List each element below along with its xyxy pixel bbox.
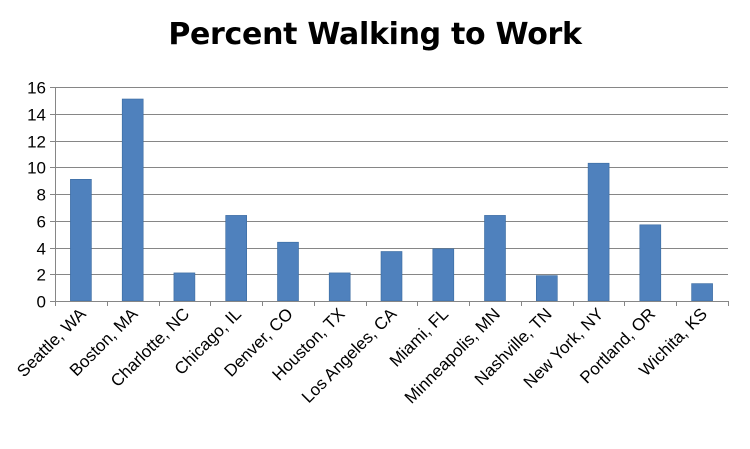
bar [587, 162, 610, 302]
bar [121, 98, 144, 302]
y-tick-label: 16 [27, 79, 46, 98]
x-tick-label: Minneapolis, MN [401, 304, 504, 407]
bar [432, 248, 455, 302]
bar [225, 215, 247, 302]
bar [70, 179, 92, 302]
bar [380, 251, 403, 302]
chart-title: Percent Walking to Work [168, 17, 582, 52]
y-tick-label: 6 [37, 213, 46, 232]
y-tick-label: 10 [27, 159, 46, 178]
y-tick-label: 14 [27, 106, 46, 125]
gridlines [55, 87, 728, 275]
y-axis-ticks: 0 2 4 6 8 10 12 14 16 [27, 79, 55, 312]
bar [691, 283, 713, 302]
bar [328, 272, 351, 302]
y-tick-label: 8 [37, 186, 46, 205]
axes [55, 87, 728, 302]
bar [484, 215, 506, 302]
y-tick-label: 0 [37, 293, 46, 312]
bar [173, 272, 196, 302]
bar [639, 224, 662, 302]
bar [277, 241, 299, 302]
y-tick-label: 2 [37, 266, 46, 285]
bar [535, 275, 558, 302]
bars [70, 98, 713, 302]
y-tick-label: 12 [27, 133, 46, 152]
x-tick-label: Los Angeles, CA [298, 304, 401, 407]
y-tick-label: 4 [37, 240, 46, 259]
